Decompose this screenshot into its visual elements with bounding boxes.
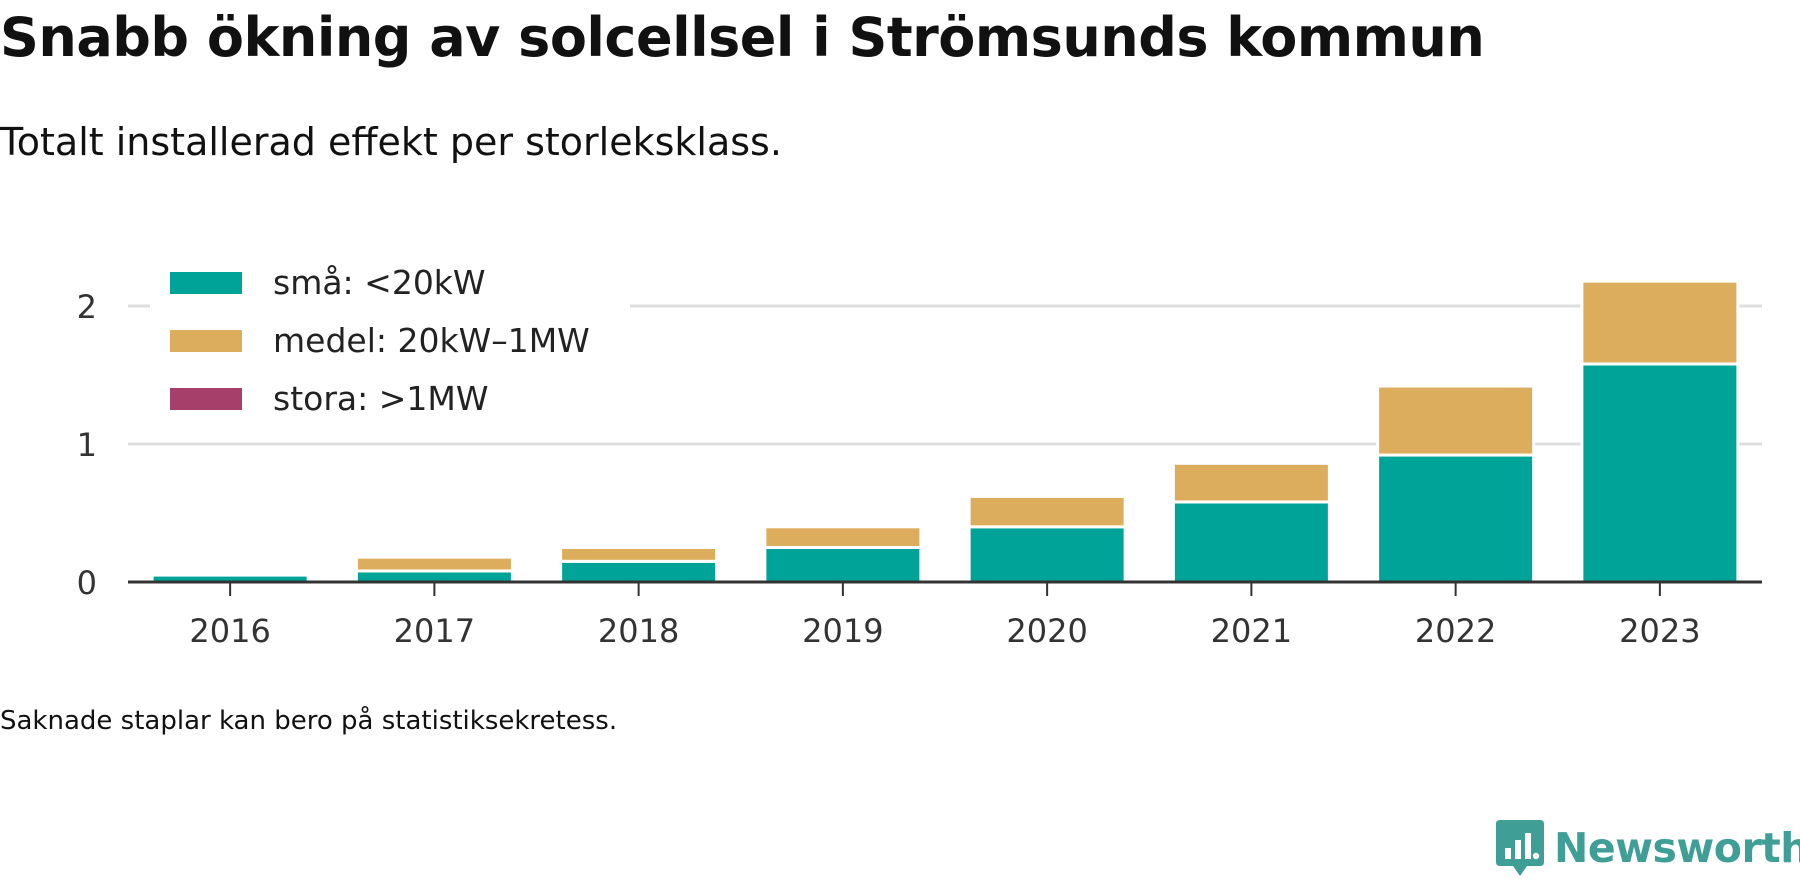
x-tick-label: 2022 xyxy=(1415,612,1496,650)
stacked-bar-chart: 0 1 2 2016 2017 2018 2019 2020 2021 2022 2023 små:… xyxy=(77,258,1762,650)
axes: 0 1 2 2016 2017 2018 2019 2020 2021 2022 2023 xyxy=(77,288,1762,650)
bar-segment xyxy=(354,569,514,584)
x-tick-label: 2023 xyxy=(1619,612,1700,650)
bar-segment xyxy=(1376,384,1536,457)
x-tick-label: 2019 xyxy=(802,612,883,650)
footnote: Saknade staplar kan bero på statistiksek… xyxy=(0,706,618,736)
bar-segment xyxy=(1171,500,1331,584)
bar-segment xyxy=(763,546,923,584)
bar-segment xyxy=(1580,279,1740,366)
y-tick-label: 2 xyxy=(77,288,97,326)
bar-segment xyxy=(559,559,719,584)
bar-segment xyxy=(763,525,923,549)
chart-subtitle: Totalt installerad effekt per storlekskl… xyxy=(0,120,782,164)
chart-title: Snabb ökning av solcellsel i Strömsunds … xyxy=(0,6,1485,69)
x-tick-label: 2020 xyxy=(1006,612,1087,650)
bar-segment xyxy=(354,555,514,573)
legend-label: små: <20kW xyxy=(273,263,486,302)
bar-segment xyxy=(1580,362,1740,584)
x-tick-label: 2021 xyxy=(1211,612,1292,650)
legend-label: medel: 20kW–1MW xyxy=(273,321,590,360)
y-tick-label: 1 xyxy=(77,426,97,464)
newsworthy-logo-icon xyxy=(1496,820,1544,876)
y-tick-label: 0 xyxy=(77,564,97,602)
bar-segment xyxy=(967,525,1127,584)
bar-segment xyxy=(1376,453,1536,584)
bar-marks xyxy=(150,279,1740,584)
x-tick-label: 2017 xyxy=(394,612,475,650)
brand-logo: Newsworthy xyxy=(1494,818,1800,878)
legend-swatch xyxy=(170,330,242,352)
bar-segment xyxy=(967,494,1127,529)
legend-swatch xyxy=(170,272,242,294)
legend-label: stora: >1MW xyxy=(273,379,488,418)
brand-name: Newsworthy xyxy=(1554,823,1800,872)
legend-swatch xyxy=(170,388,242,410)
legend: små: <20kW medel: 20kW–1MW stora: >1MW xyxy=(150,258,630,428)
bar-segment xyxy=(559,546,719,563)
x-tick-label: 2016 xyxy=(189,612,270,650)
bar-segment xyxy=(1171,461,1331,504)
x-tick-label: 2018 xyxy=(598,612,679,650)
